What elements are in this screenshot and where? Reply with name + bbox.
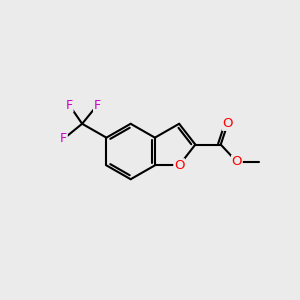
Text: O: O [174, 159, 184, 172]
Text: O: O [232, 155, 242, 168]
Text: O: O [222, 117, 233, 130]
Text: F: F [94, 99, 101, 112]
Text: F: F [66, 99, 73, 112]
Text: F: F [60, 132, 67, 145]
